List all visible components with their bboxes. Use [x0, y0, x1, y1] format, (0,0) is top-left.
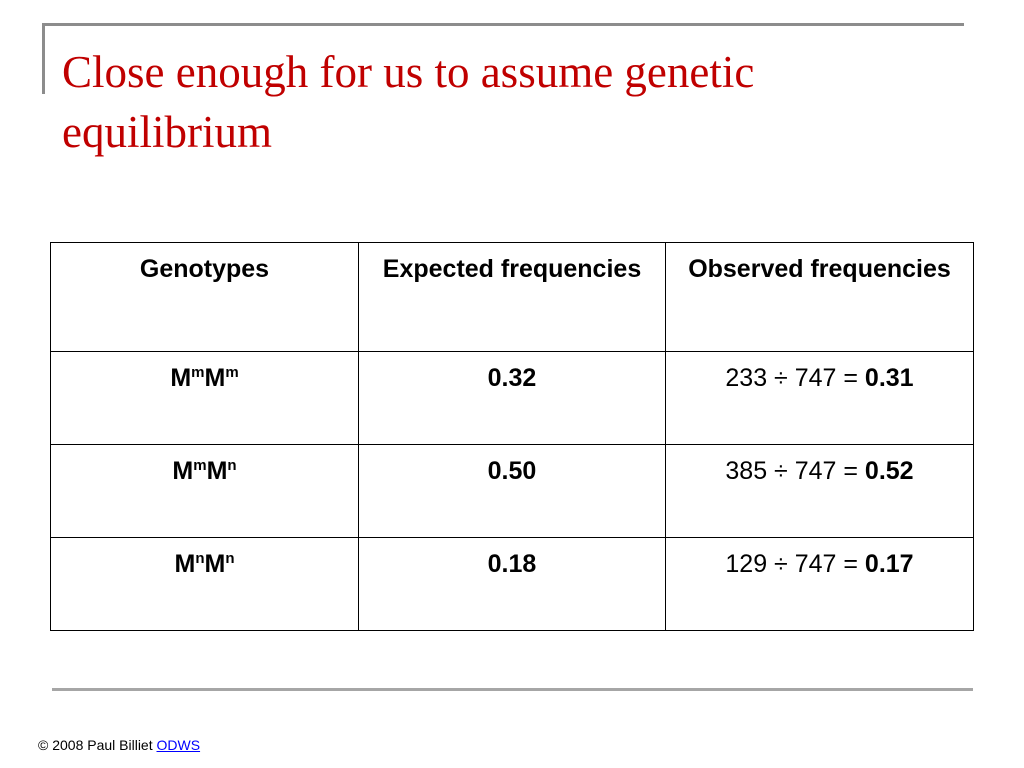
observed-calculation: 385 ÷ 747 = — [725, 457, 865, 485]
genotype-cell: MmMn — [50, 444, 359, 538]
observed-result: 0.17 — [864, 550, 914, 578]
genotype-allele-2: M — [204, 550, 226, 578]
observed-frequency-cell: 233 ÷ 747 = 0.31 — [665, 351, 974, 445]
expected-frequency-cell: 0.50 — [358, 444, 666, 538]
genotype-allele-1: M — [172, 457, 194, 485]
header-observed-frequencies: Observed frequencies — [665, 242, 974, 352]
genotype-allele-1: M — [170, 364, 192, 392]
table-row: MnMn 0.18 129 ÷ 747 = 0.17 — [50, 537, 974, 631]
slide-frame-top-rule — [42, 23, 964, 26]
observed-result: 0.31 — [864, 364, 914, 392]
table-header-row: Genotypes Expected frequencies Observed … — [50, 242, 974, 352]
header-expected-frequencies: Expected frequencies — [358, 242, 666, 352]
observed-result: 0.52 — [864, 457, 914, 485]
observed-frequency-cell: 129 ÷ 747 = 0.17 — [665, 537, 974, 631]
copyright-text: © 2008 Paul Billiet — [38, 737, 157, 753]
genotype-allele-2: M — [204, 364, 226, 392]
table-row: MmMm 0.32 233 ÷ 747 = 0.31 — [50, 351, 974, 445]
genotype-cell: MnMn — [50, 537, 359, 631]
slide-title: Close enough for us to assume genetic eq… — [62, 47, 755, 157]
genotype-allele-2-superscript: m — [225, 364, 239, 381]
table-row: MmMn 0.50 385 ÷ 747 = 0.52 — [50, 444, 974, 538]
genotype-allele-1-superscript: n — [195, 550, 205, 567]
genotype-allele-2-superscript: n — [225, 550, 235, 567]
observed-frequency-cell: 385 ÷ 747 = 0.52 — [665, 444, 974, 538]
observed-calculation: 129 ÷ 747 = — [725, 550, 865, 578]
observed-calculation: 233 ÷ 747 = — [725, 364, 865, 392]
genotype-allele-1-superscript: m — [191, 364, 205, 381]
genotype-frequency-table: Genotypes Expected frequencies Observed … — [50, 242, 974, 631]
expected-frequency-cell: 0.18 — [358, 537, 666, 631]
copyright-notice: © 2008 Paul Billiet ODWS — [38, 737, 200, 753]
genotype-allele-1: M — [174, 550, 196, 578]
genotype-allele-2: M — [206, 457, 228, 485]
genotype-allele-2-superscript: n — [227, 457, 237, 474]
header-genotypes: Genotypes — [50, 242, 359, 352]
footer-rule — [52, 688, 973, 691]
expected-frequency-cell: 0.32 — [358, 351, 666, 445]
slide-frame-left-rule — [42, 23, 45, 94]
odws-link[interactable]: ODWS — [156, 737, 201, 753]
genotype-allele-1-superscript: m — [193, 457, 207, 474]
genotype-cell: MmMm — [50, 351, 359, 445]
